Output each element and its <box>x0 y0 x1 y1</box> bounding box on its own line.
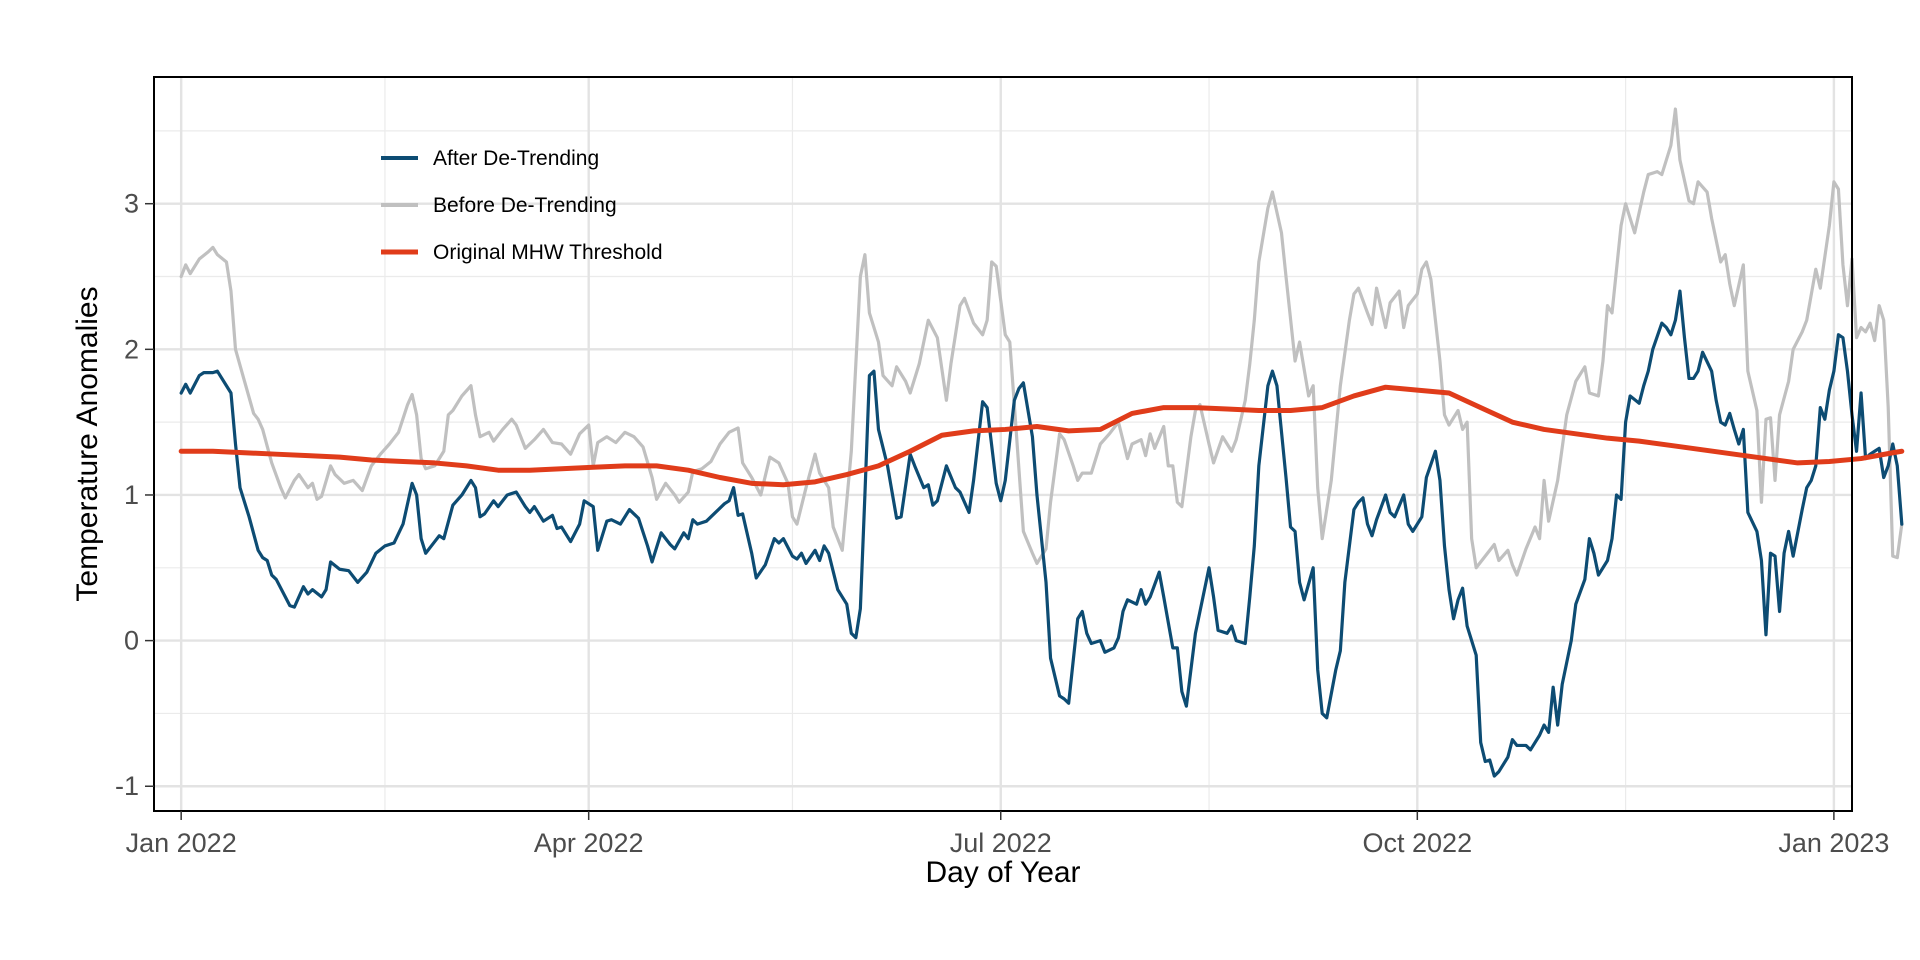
plot-panel-border <box>153 76 1853 812</box>
x-tick-label: Oct 2022 <box>1363 828 1473 858</box>
y-tick-label: -1 <box>115 771 139 801</box>
legend-label-before-de-trending: Before De-Trending <box>433 194 617 217</box>
x-axis: Jan 2022 Apr 2022 Jul 2022 Oct 2022 Jan 2023 <box>126 811 1889 858</box>
y-tick-label: 3 <box>124 189 139 219</box>
series-lines <box>178 107 1905 778</box>
series-line-original-mhw-threshold <box>178 384 1905 488</box>
legend: After De-Trending Before De-Trending Origi… <box>381 147 663 264</box>
legend-label-original-mhw-threshold: Original MHW Threshold <box>433 241 663 264</box>
y-axis: -1 0 1 2 3 <box>115 189 154 801</box>
y-tick-label: 2 <box>124 334 139 364</box>
y-axis-title: Temperature Anomalies <box>71 286 104 601</box>
y-tick-label: 0 <box>124 626 139 656</box>
series-line-after-de-trending <box>179 289 1904 778</box>
series-line-before-de-trending <box>179 107 1904 577</box>
minor-gridlines <box>154 77 1852 811</box>
y-tick-label: 1 <box>124 480 139 510</box>
x-tick-label: Jan 2022 <box>126 828 237 858</box>
x-tick-label: Jul 2022 <box>950 828 1052 858</box>
x-tick-label: Apr 2022 <box>534 828 644 858</box>
legend-label-after-de-trending: After De-Trending <box>433 147 599 170</box>
x-tick-label: Jan 2023 <box>1778 828 1889 858</box>
x-axis-title: Day of Year <box>925 856 1080 889</box>
